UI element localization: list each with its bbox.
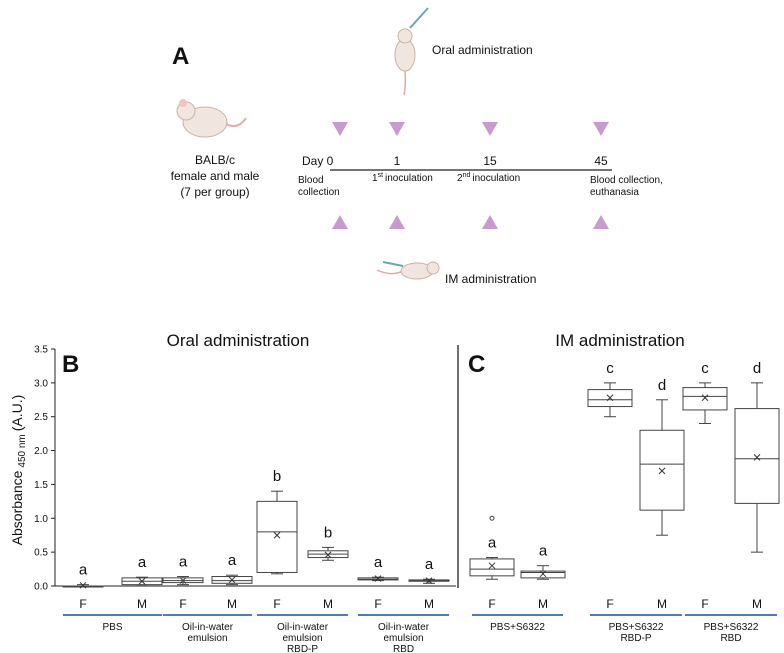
- y-tick-label: 2.0: [34, 446, 48, 457]
- panel-label: A: [172, 43, 189, 70]
- box: [469, 558, 515, 577]
- mean-marker: [179, 577, 187, 584]
- note: Blood: [298, 175, 324, 186]
- mean-marker: [324, 551, 332, 559]
- note: 1st inoculation: [372, 172, 433, 184]
- group-label: RBD-P: [620, 633, 651, 644]
- mean-marker: [374, 575, 382, 582]
- y-tick-label: 0.0: [34, 582, 48, 593]
- mean-marker: [488, 562, 496, 570]
- letter: b: [324, 524, 332, 541]
- x-tick-label: M: [657, 597, 667, 611]
- note: Blood collection,: [590, 175, 663, 186]
- x-tick-label: M: [538, 597, 548, 611]
- group-label: RBD-P: [287, 644, 318, 653]
- strain-label: (7 per group): [180, 185, 249, 199]
- group-label: RBD: [720, 633, 741, 644]
- strain-label: BALB/c: [195, 153, 235, 167]
- day-label: Day 0: [302, 154, 334, 168]
- letter: a: [425, 556, 434, 573]
- panel-label: B: [62, 351, 79, 378]
- letter: d: [753, 360, 761, 377]
- letter: b: [273, 468, 281, 485]
- strain-label: female and male: [171, 169, 260, 183]
- mean-marker: [606, 394, 614, 402]
- letter: d: [658, 377, 666, 394]
- letter: a: [539, 543, 548, 560]
- letter: c: [606, 360, 614, 377]
- box: [682, 387, 728, 411]
- group-label: emulsion: [282, 633, 322, 644]
- day-label: 15: [483, 154, 497, 168]
- y-axis-label: Absorbance450 nm(A.U.): [9, 395, 28, 546]
- mean-marker: [753, 453, 761, 461]
- y-tick-label: 3.5: [34, 345, 48, 356]
- box: [256, 500, 298, 573]
- x-tick-label: F: [273, 597, 280, 611]
- oral-label: Oral administration: [432, 43, 533, 57]
- x-tick-label: M: [137, 597, 147, 611]
- x-tick-label: F: [179, 597, 186, 611]
- mean-marker: [138, 577, 146, 585]
- note: euthanasia: [590, 187, 639, 198]
- letter: a: [488, 535, 497, 552]
- note: 2nd inoculation: [457, 172, 520, 184]
- group-label: Oil-in-water: [182, 622, 234, 633]
- group-label: Oil-in-water: [378, 622, 430, 633]
- x-tick-label: F: [374, 597, 381, 611]
- outlier: [489, 515, 495, 521]
- chart-title: IM administration: [555, 331, 684, 350]
- group-label: PBS+S6322: [704, 622, 759, 633]
- box: [734, 408, 780, 504]
- letter: a: [228, 552, 237, 569]
- mean-marker: [228, 576, 236, 584]
- x-tick-label: F: [701, 597, 708, 611]
- mean-marker: [79, 581, 87, 589]
- letter: a: [138, 554, 147, 571]
- letter: a: [79, 562, 88, 579]
- y-tick-label: 3.0: [34, 378, 48, 389]
- note: collection: [298, 187, 340, 198]
- panel-label: C: [468, 351, 485, 378]
- mouse-oral-icon: [394, 7, 429, 96]
- triangles: [332, 122, 609, 229]
- x-tick-label: M: [752, 597, 762, 611]
- x-tick-label: M: [323, 597, 333, 611]
- group-label: PBS+S6322: [490, 622, 545, 633]
- group-label: emulsion: [383, 633, 423, 644]
- group-label: RBD: [393, 644, 414, 653]
- im-label: IM administration: [445, 272, 536, 286]
- mouse-icon: [176, 99, 247, 138]
- mean-marker: [273, 531, 281, 539]
- x-tick-label: F: [488, 597, 495, 611]
- group-label: Oil-in-water: [277, 622, 329, 633]
- mouse-im-icon: [376, 261, 440, 280]
- group-label: emulsion: [187, 633, 227, 644]
- x-tick-label: M: [227, 597, 237, 611]
- chart-title: Oral administration: [167, 331, 310, 350]
- mean-marker: [658, 467, 666, 475]
- group-label: PBS+S6322: [609, 622, 664, 633]
- y-tick-label: 1.0: [34, 514, 48, 525]
- day-label: 45: [594, 154, 608, 168]
- letter: a: [374, 554, 383, 571]
- letter: c: [701, 360, 709, 377]
- group-label: PBS: [102, 622, 122, 633]
- y-tick-label: 0.5: [34, 548, 48, 559]
- day-label: 1: [394, 154, 401, 168]
- letter: a: [179, 554, 188, 571]
- mean-marker: [539, 570, 547, 578]
- x-tick-label: F: [79, 597, 86, 611]
- mean-marker: [701, 394, 709, 402]
- x-tick-label: M: [424, 597, 434, 611]
- mean-marker: [425, 577, 433, 584]
- x-tick-label: F: [606, 597, 613, 611]
- y-tick-label: 2.5: [34, 412, 48, 423]
- y-tick-label: 1.5: [34, 480, 48, 491]
